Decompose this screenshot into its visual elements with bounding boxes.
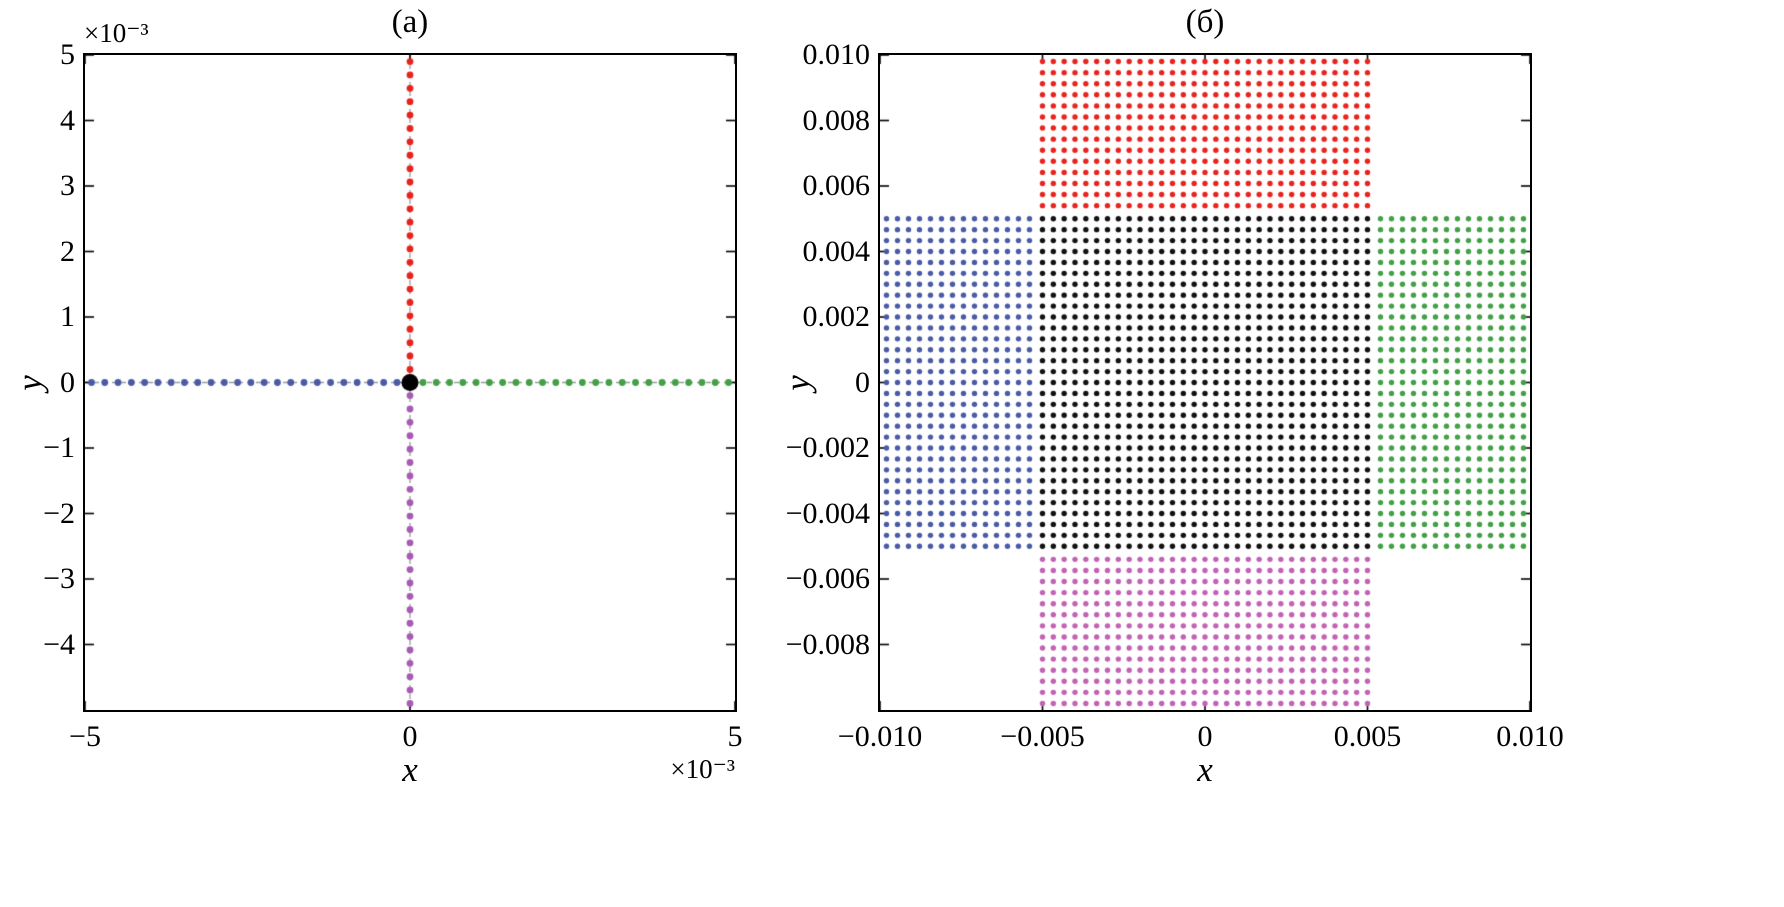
panel-b-y-tick-label: −0.006 (785, 562, 870, 595)
panel-a-y-tick-label: 2 (60, 234, 75, 268)
panel-a-y-tick-label: 4 (60, 103, 75, 137)
panel-a-plot-box (83, 53, 737, 712)
panel-b-x-tick-label: −0.005 (1000, 720, 1085, 753)
panel-b-x-tick-label: 0.005 (1333, 720, 1402, 753)
panel-b-y-tick-label: −0.004 (785, 496, 870, 530)
panel-b-plot-box (878, 53, 1532, 712)
panel-b-y-tick-label: 0.004 (802, 234, 871, 268)
panel-a-y-tick-label: 3 (60, 169, 75, 202)
panel-b-x-axis-label: x (1197, 750, 1213, 789)
panel-a-y-tick-label: 0 (60, 365, 75, 399)
panel-a-x-scale-label: ×10⁻³ (670, 754, 735, 784)
panel-b-scatter-canvas (880, 55, 1530, 710)
panel-a-y-tick-label: −3 (43, 562, 75, 595)
panel-b-y-tick-label: −0.002 (785, 431, 870, 464)
panel-a-y-tick-label: −1 (43, 431, 75, 464)
panel-a-x-tick-label: 0 (402, 720, 418, 753)
panel-b-y-tick-label: 0 (855, 365, 870, 399)
panel-a-y-tick-label: −4 (43, 627, 75, 661)
panel-b-x-tick-label: 0 (1197, 720, 1213, 753)
panel-b-y-tick-label: 0.002 (802, 300, 871, 333)
panel-b-y-tick-label: 0.010 (802, 38, 871, 71)
panel-a-y-scale-label: ×10⁻³ (84, 18, 149, 48)
panel-b-x-tick-label: 0.010 (1496, 720, 1564, 753)
panel-b-y-tick-label: −0.008 (785, 627, 870, 661)
panel-a-y-tick-label: −2 (43, 496, 75, 530)
panel-b-y-tick-label: 0.008 (802, 103, 871, 137)
panel-b-title: (б) (1185, 4, 1225, 40)
panel-a-y-tick-label: 5 (60, 38, 75, 71)
panel-b-y-tick-label: 0.006 (802, 169, 871, 202)
panel-a-y-tick-label: 1 (60, 300, 75, 333)
panel-a-title: (a) (391, 4, 429, 40)
panel-b-x-tick-label: −0.010 (837, 720, 923, 753)
panel-a-x-tick-label: 5 (727, 720, 743, 753)
panel-a-x-axis-label: x (402, 750, 418, 789)
panel-a-x-tick-label: −5 (69, 720, 101, 753)
panel-a-scatter-canvas (85, 55, 735, 710)
